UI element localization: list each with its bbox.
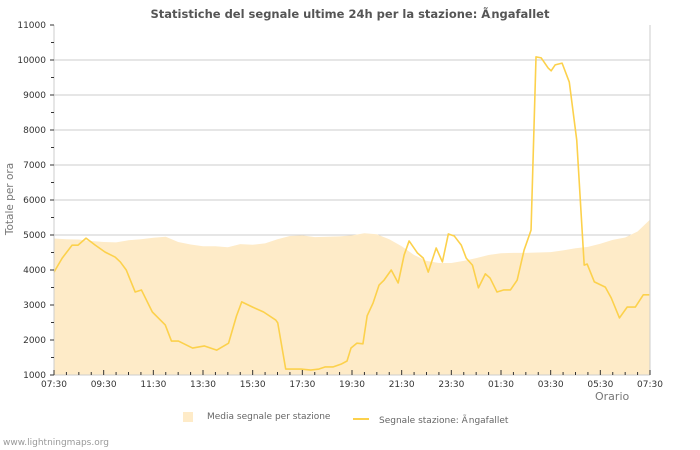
y-tick-label: 11000 (17, 21, 46, 31)
y-tick-label: 2000 (23, 336, 46, 346)
legend-average-label: Media segnale per stazione (207, 412, 330, 422)
y-tick-label: 5000 (23, 231, 46, 241)
area-swatch-icon (183, 412, 193, 422)
x-tick-label: 13:30 (190, 380, 216, 390)
average-signal-area (54, 220, 650, 375)
y-tick-label: 4000 (23, 266, 46, 276)
x-tick-label: 07:30 (41, 380, 67, 390)
x-tick-label: 19:30 (339, 380, 365, 390)
x-tick-label: 15:30 (240, 380, 266, 390)
x-tick-label: 21:30 (389, 380, 415, 390)
y-tick-label: 8000 (23, 126, 46, 136)
x-tick-label: 23:30 (438, 380, 464, 390)
line-swatch-icon (353, 418, 369, 420)
chart-plot: 1000200030004000500060007000800090001000… (0, 0, 700, 450)
x-tick-label: 03:30 (538, 380, 564, 390)
site-credit: www.lightningmaps.org (3, 438, 109, 448)
y-tick-label: 9000 (23, 91, 46, 101)
legend-item-station: Segnale stazione: Ã ngafallet (353, 412, 508, 426)
legend-station-label: Segnale stazione: Ã ngafallet (379, 412, 508, 426)
x-tick-label: 01:30 (488, 380, 514, 390)
legend-item-average: Media segnale per stazione (183, 412, 330, 422)
y-tick-label: 7000 (23, 161, 46, 171)
y-tick-label: 3000 (23, 301, 46, 311)
x-tick-label: 11:30 (140, 380, 166, 390)
x-tick-label: 17:30 (289, 380, 315, 390)
x-tick-label: 09:30 (91, 380, 117, 390)
x-tick-label: 07:30 (637, 380, 663, 390)
y-tick-label: 10000 (17, 56, 46, 66)
y-axis-ticks: 1000200030004000500060007000800090001000… (17, 21, 54, 381)
y-tick-label: 6000 (23, 196, 46, 206)
x-tick-label: 05:30 (587, 380, 613, 390)
